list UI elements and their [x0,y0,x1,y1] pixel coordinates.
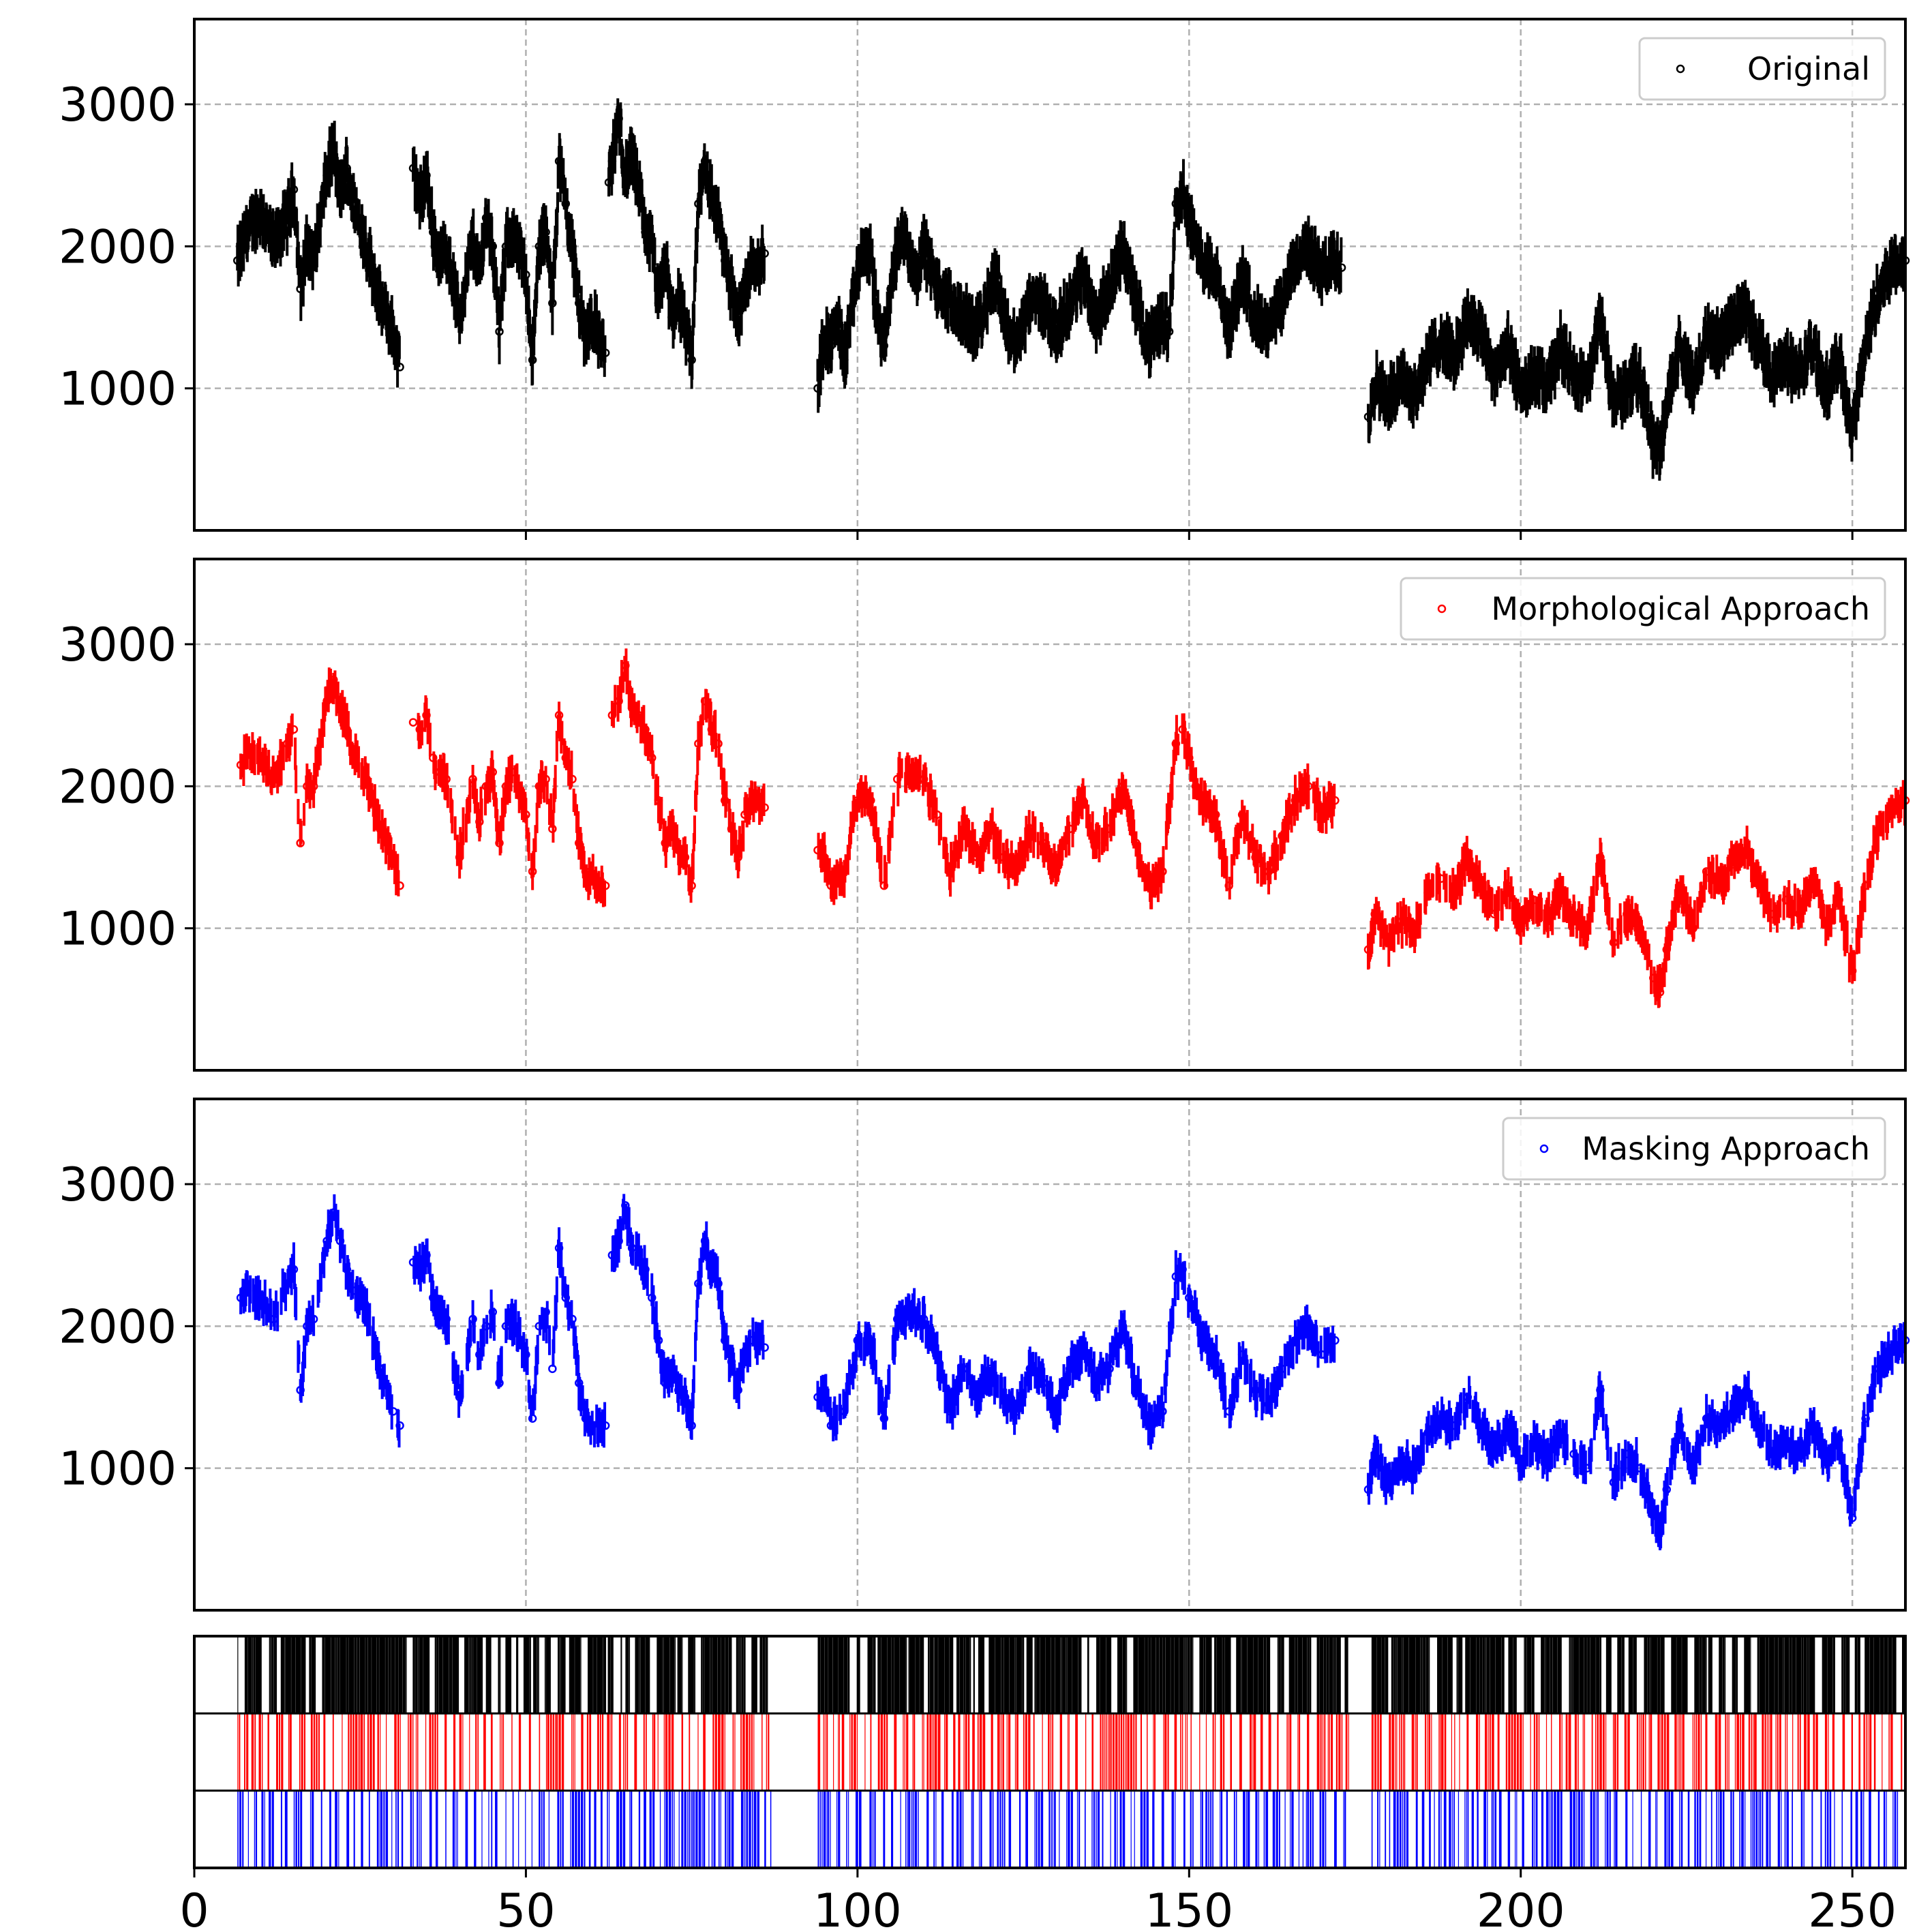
y-tick-label: 1000 [59,363,177,417]
axes-frame [193,18,1907,532]
legend-marker [1676,64,1685,74]
legend: Original [1638,37,1886,101]
legend-label: Original [1747,50,1870,87]
legend-box [1638,37,1886,101]
original-panel: 1000 2000 3000 Original [59,18,1910,540]
data-point [408,718,418,727]
scatter-series [236,648,1910,1008]
y-tick-label: 3000 [59,78,177,132]
y-tick-label: 2000 [59,220,177,274]
scatter-series [232,98,1910,481]
